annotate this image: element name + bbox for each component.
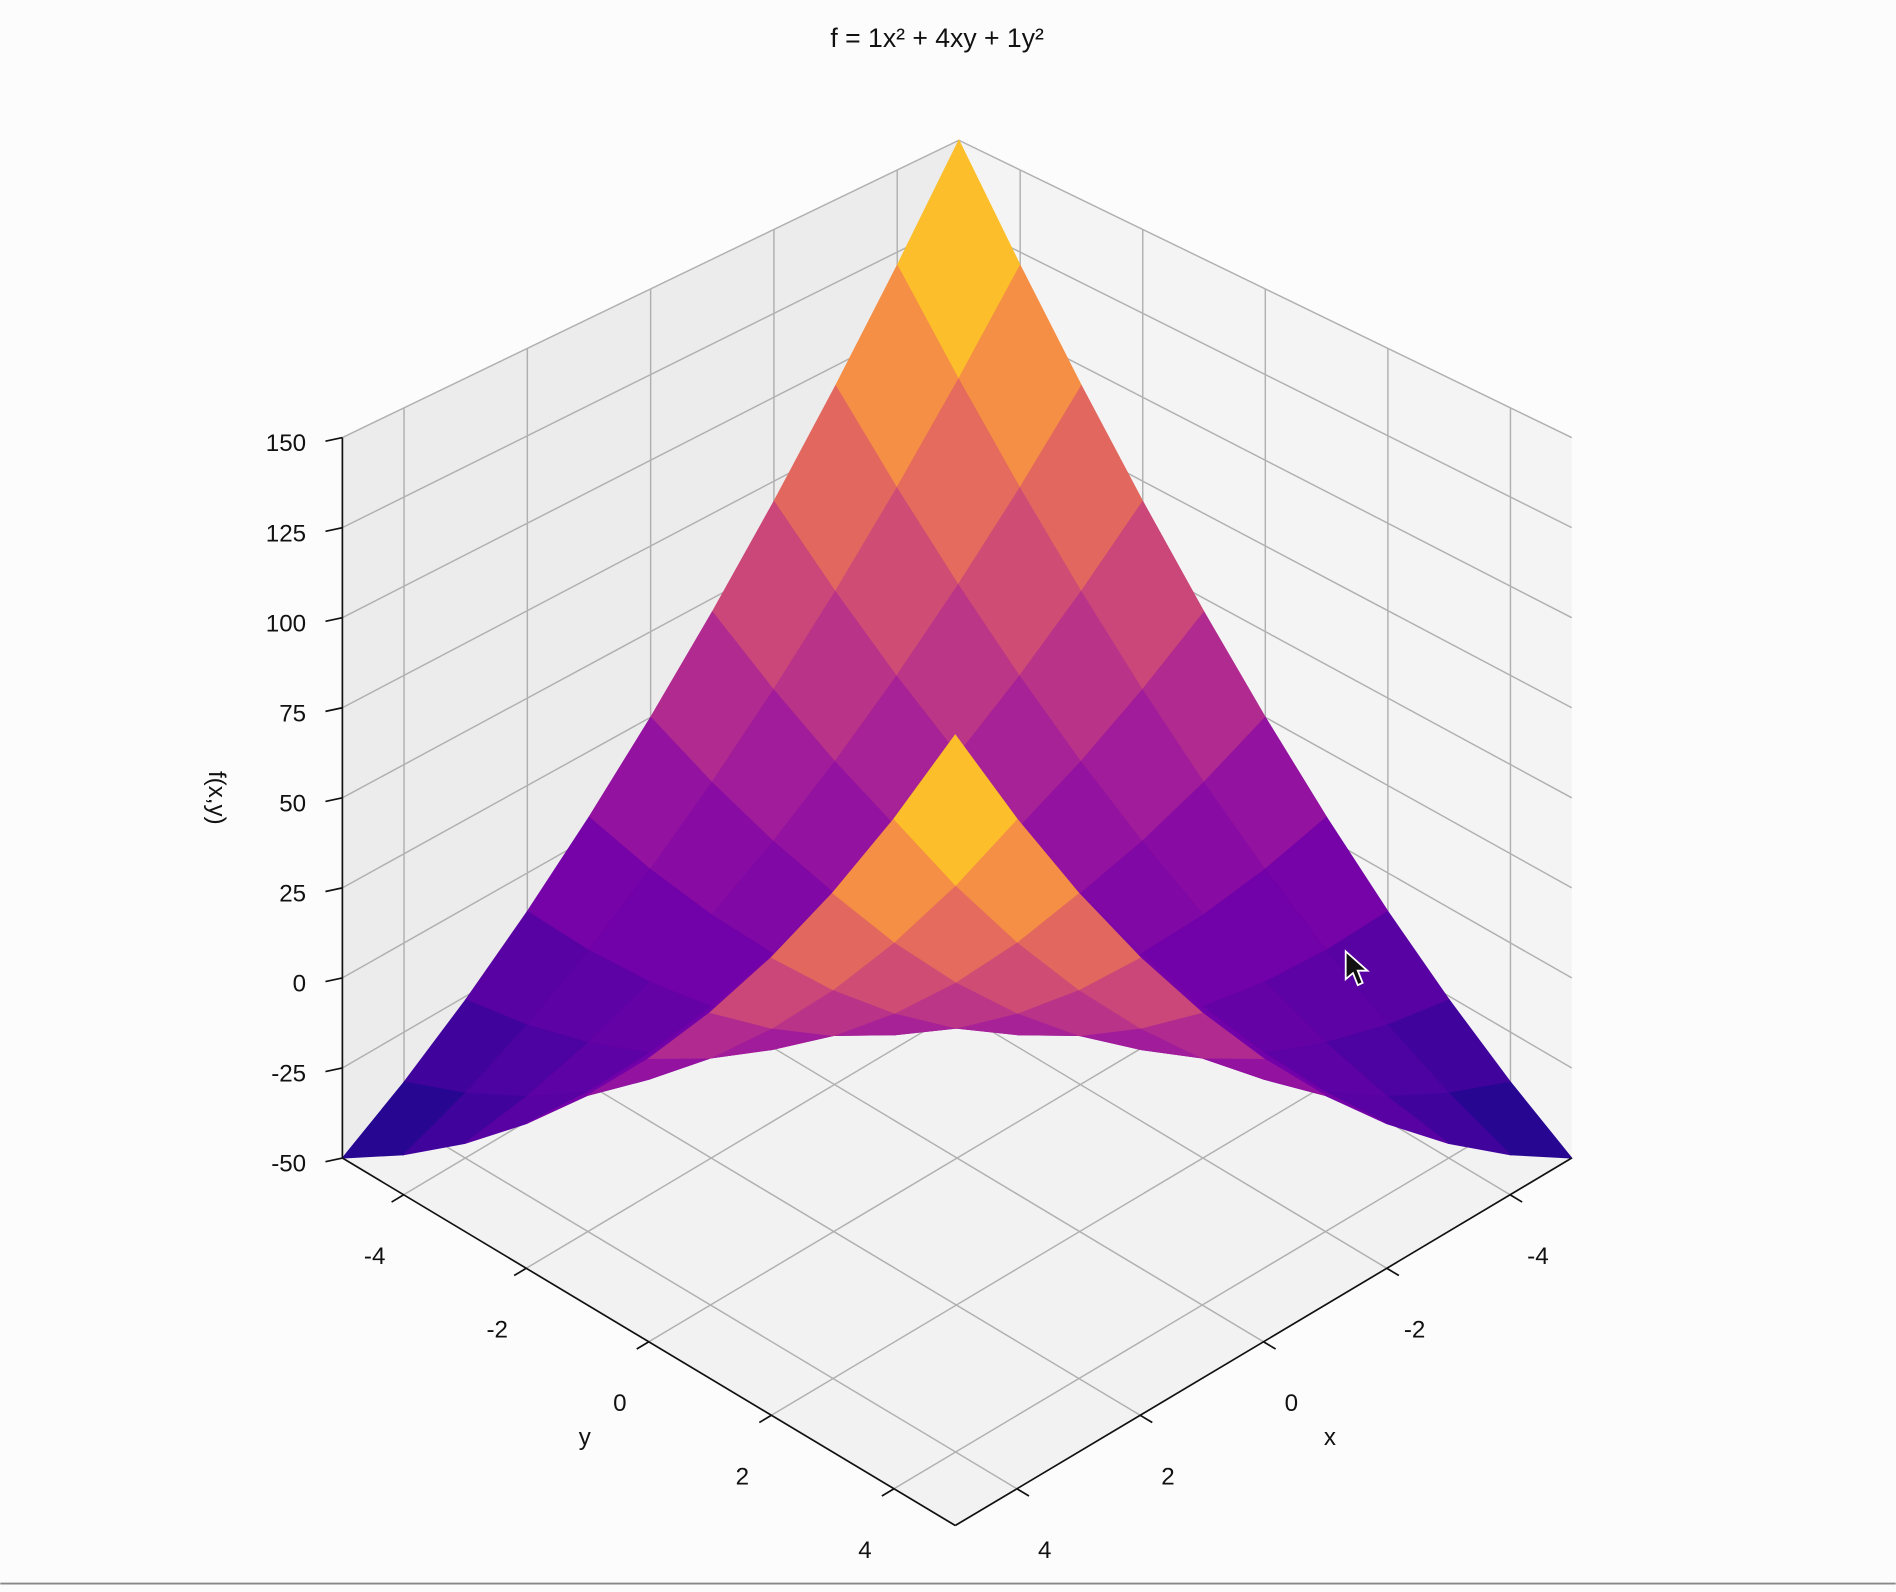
- z-tick-label: 0: [293, 971, 306, 998]
- z-tick-label: 25: [279, 881, 306, 908]
- grid-line: [771, 1047, 1389, 1416]
- x-tick-label: 2: [1161, 1464, 1174, 1491]
- grid-line: [342, 220, 960, 529]
- chart-title: f = 1x² + 4xy + 1y²: [830, 23, 1044, 53]
- y-tick: [391, 1194, 405, 1203]
- z-tick-label: -25: [271, 1061, 306, 1088]
- x-tick: [1016, 1488, 1030, 1497]
- x-tick-label: -2: [1404, 1317, 1425, 1344]
- x-tick-label: -4: [1527, 1243, 1548, 1270]
- y-axis-label: y: [579, 1424, 592, 1451]
- y-tick: [758, 1414, 772, 1424]
- y-tick-label: 2: [736, 1464, 749, 1491]
- z-tick: [325, 436, 343, 443]
- z-tick: [325, 616, 343, 623]
- y-tick-label: -4: [364, 1243, 385, 1270]
- z-axis-label: f(x,y): [203, 771, 230, 825]
- z-tick: [325, 1157, 343, 1163]
- x-tick: [1509, 1194, 1523, 1203]
- mouse-cursor: [1344, 949, 1370, 987]
- x-tick: [1139, 1414, 1153, 1424]
- z-tick: [325, 796, 343, 803]
- x-tick: [1386, 1267, 1400, 1277]
- z-tick: [325, 887, 343, 893]
- surface: [341, 139, 1573, 1159]
- z-tick: [325, 526, 343, 533]
- grid-line: [893, 1120, 1511, 1490]
- z-tick: [325, 706, 343, 713]
- z-tick-label: -50: [271, 1151, 306, 1178]
- y-tick: [881, 1488, 895, 1497]
- y-tick-label: 4: [858, 1537, 871, 1564]
- y-tick-label: 0: [613, 1390, 626, 1417]
- surface-patch: [893, 734, 1018, 886]
- x-tick: [1263, 1341, 1277, 1350]
- grid-line: [958, 139, 1573, 439]
- axes: -50 -25 0 25 50 75 100 125 150 -4 -2 0 2 4 -4 -2 0 2 4 y x f(…: [203, 430, 1573, 1564]
- z-tick-label: 50: [279, 790, 306, 817]
- x-tick-label: 0: [1285, 1390, 1298, 1417]
- grid-line: [958, 220, 1573, 529]
- z-tick: [325, 977, 343, 983]
- y-tick: [513, 1267, 527, 1277]
- z-tick: [325, 1067, 343, 1073]
- x-tick-label: 4: [1038, 1537, 1051, 1564]
- z-tick-label: 150: [266, 430, 306, 457]
- y-tick-label: -2: [486, 1317, 507, 1344]
- y-tick: [636, 1341, 650, 1350]
- x-axis-label: x: [1324, 1424, 1336, 1451]
- z-tick-label: 125: [266, 520, 306, 547]
- z-tick-label: 75: [279, 700, 306, 727]
- z-tick-label: 100: [266, 610, 306, 637]
- grid-line: [342, 139, 960, 439]
